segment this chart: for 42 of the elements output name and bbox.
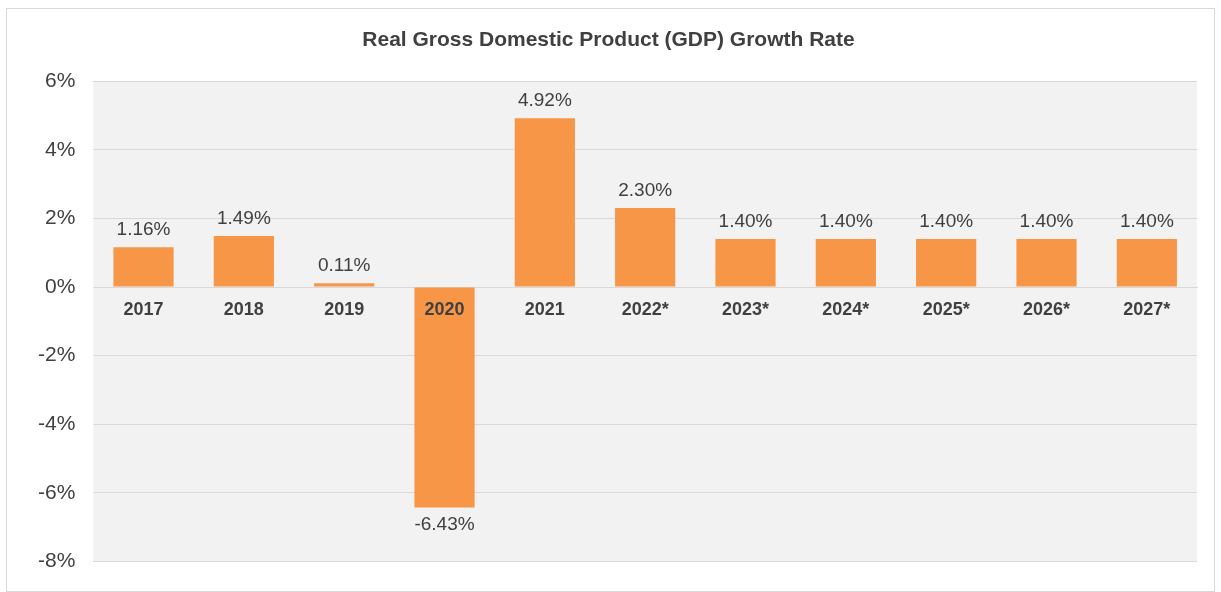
x-tick-label: 2024* — [822, 298, 870, 319]
data-label: 1.49% — [216, 206, 271, 228]
bar — [615, 208, 676, 287]
bar — [414, 287, 475, 508]
bar — [113, 247, 174, 287]
x-tick-label: 2018 — [223, 298, 264, 319]
y-tick-label: 4% — [44, 136, 76, 160]
bar — [1116, 238, 1177, 287]
x-tick-label: 2017 — [123, 298, 164, 319]
x-tick-label: 2019 — [324, 298, 365, 319]
data-label: 4.92% — [517, 88, 572, 110]
x-tick-label: 2027* — [1123, 298, 1171, 319]
bar — [815, 238, 876, 287]
bar — [916, 238, 977, 287]
y-tick-label: -4% — [37, 411, 76, 434]
y-tick-label: 0% — [44, 273, 76, 297]
bar — [715, 238, 776, 287]
x-tick-label: 2025* — [922, 298, 970, 319]
x-tick-label: 2021 — [524, 298, 565, 319]
x-tick-label: 2022* — [621, 298, 669, 319]
bar — [514, 118, 575, 287]
y-tick-label: -2% — [37, 342, 76, 366]
data-label: 1.40% — [718, 209, 773, 231]
data-label: 2.30% — [618, 178, 673, 200]
bar — [213, 235, 274, 287]
data-label: 1.40% — [919, 209, 974, 231]
data-label: -6.43% — [414, 513, 475, 535]
x-tick-label: 2020 — [424, 298, 465, 319]
bar — [314, 283, 375, 287]
x-tick-label: 2026* — [1022, 298, 1071, 319]
x-tick-label: 2023* — [721, 298, 770, 319]
data-label: 1.40% — [1119, 209, 1174, 231]
chart-title: Real Gross Domestic Product (GDP) Growth Rate — [362, 27, 855, 51]
y-tick-label: -6% — [37, 479, 76, 503]
data-label: 1.40% — [818, 209, 873, 231]
data-label: 1.40% — [1019, 209, 1074, 231]
data-label: 0.11% — [317, 253, 371, 275]
y-tick-label: -8% — [37, 548, 76, 572]
data-label: 1.16% — [116, 217, 171, 239]
y-tick-label: 6% — [44, 68, 76, 91]
bar — [1016, 238, 1077, 287]
y-tick-label: 2% — [44, 205, 76, 229]
